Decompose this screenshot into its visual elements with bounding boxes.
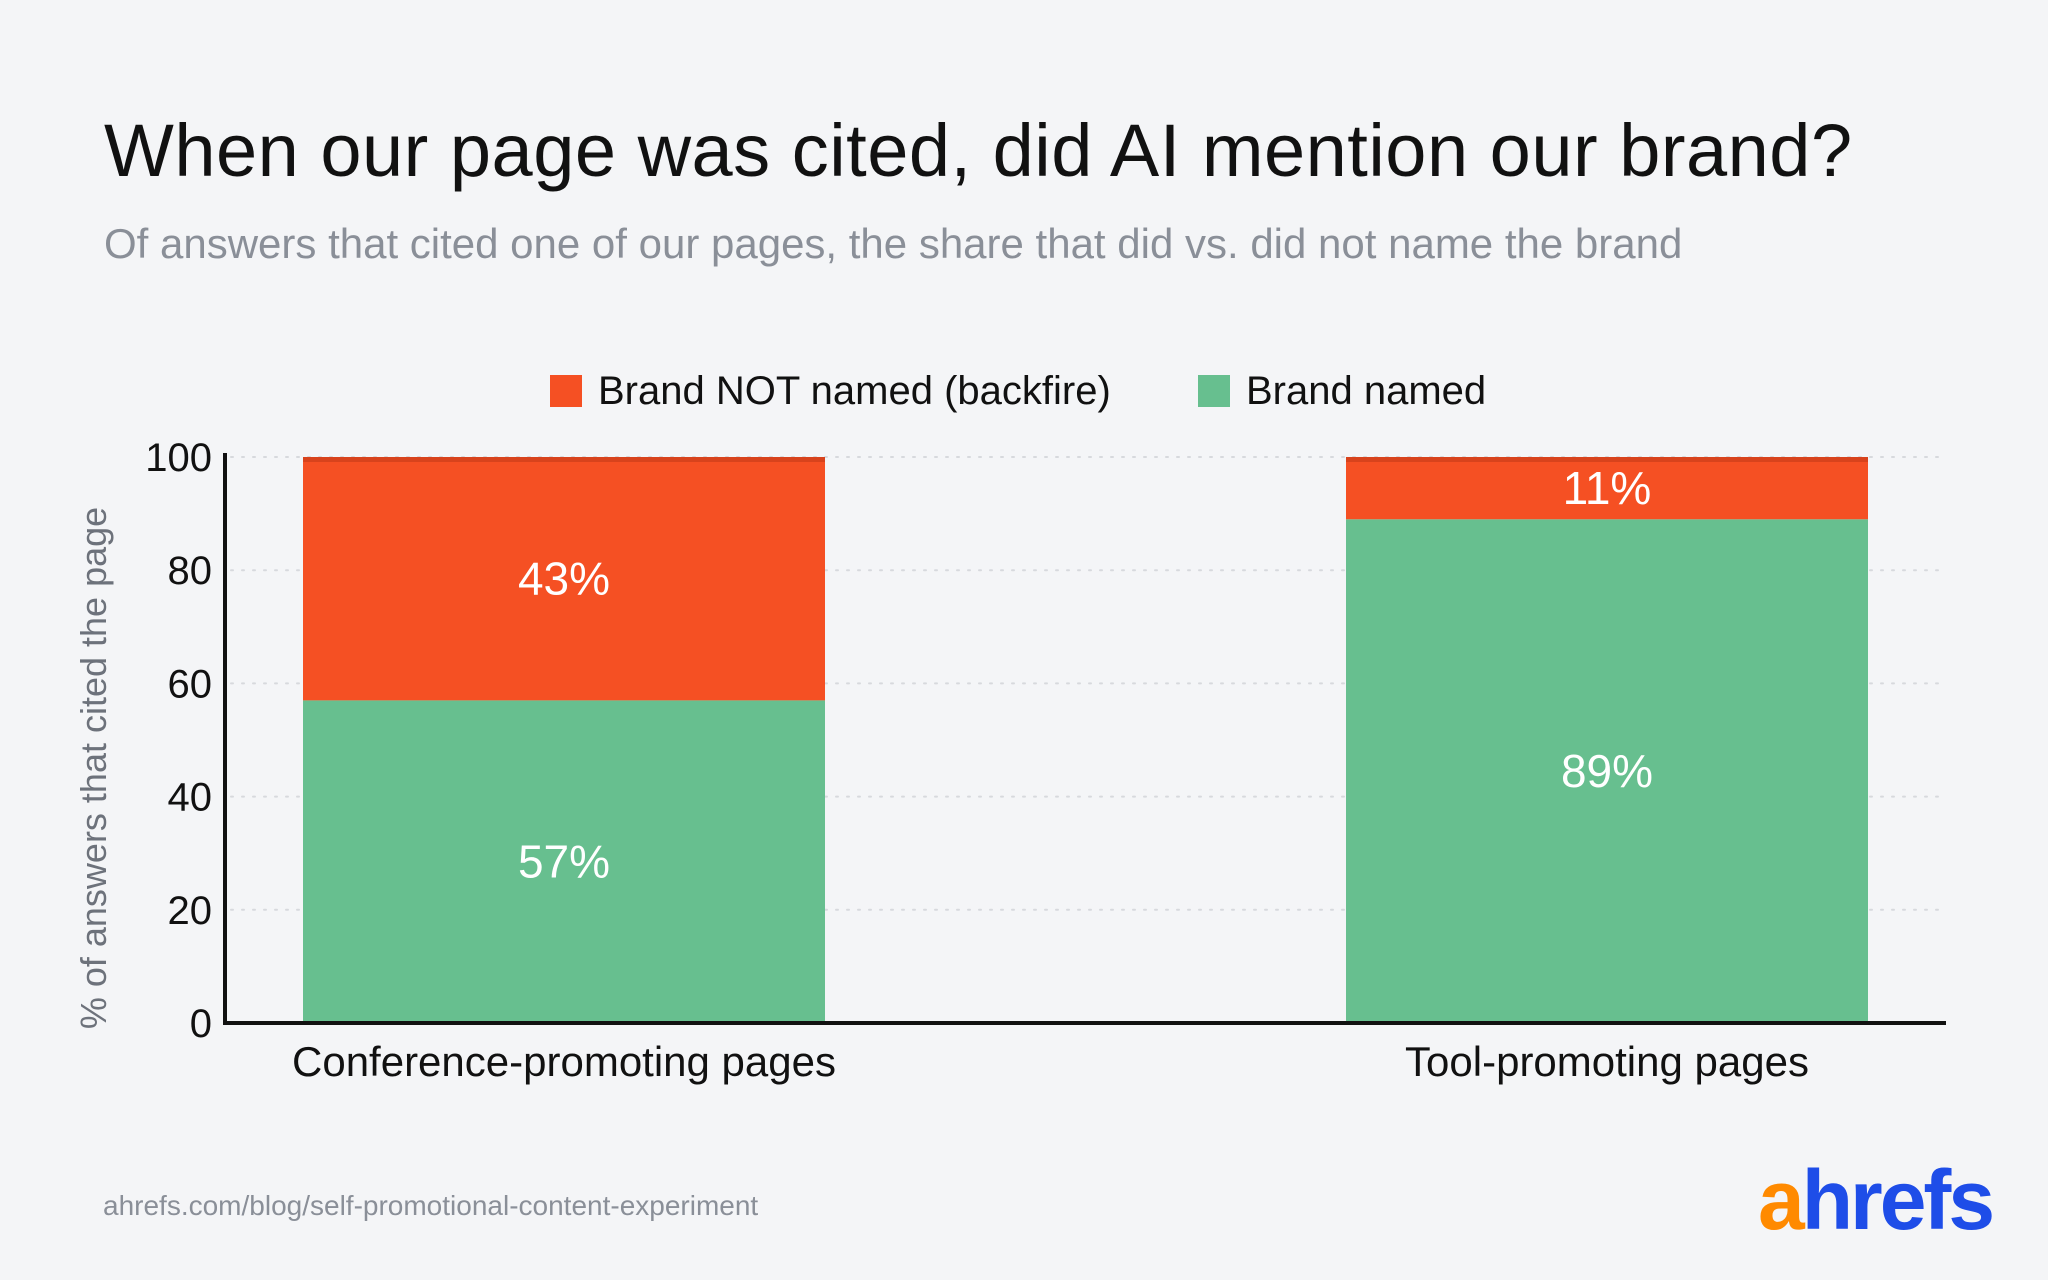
bar-cap [1346,457,1868,462]
y-tick-label: 40 [168,776,213,820]
legend-item: Brand NOT named (backfire) [550,369,1111,413]
legend-label: Brand named [1246,369,1486,413]
bar-cap [303,457,825,462]
legend-item: Brand named [1198,369,1486,413]
y-axis-label: % of answers that cited the page [73,507,114,1029]
y-tick-label: 80 [168,549,213,593]
chart-title: When our page was cited, did AI mention … [104,109,1853,192]
chart-subtitle: Of answers that cited one of our pages, … [104,220,1683,267]
source-url[interactable]: ahrefs.com/blog/self-promotional-content… [103,1190,759,1221]
y-tick-label: 0 [190,1002,212,1046]
bar-segment-brand-named [303,700,825,1023]
bar-value-label: 11% [1563,462,1652,514]
legend-swatch [550,375,582,407]
y-tick-label: 60 [168,662,213,706]
bar-segment-brand-named [1346,519,1868,1023]
bar-segment-brand-not-named [303,457,825,701]
bar-value-label: 57% [518,836,610,888]
x-tick-label: Tool-promoting pages [1405,1038,1809,1085]
y-tick-label: 100 [145,436,212,480]
x-tick-label: Conference-promoting pages [292,1038,836,1085]
bar-value-label: 89% [1561,745,1653,797]
y-tick-label: 20 [168,889,213,933]
legend-label: Brand NOT named (backfire) [598,369,1111,413]
legend-swatch [1198,375,1230,407]
bar-value-label: 43% [518,553,610,605]
bar-segment-brand-not-named [1346,457,1868,520]
ahrefs-logo: ahrefs [1758,1153,1995,1247]
